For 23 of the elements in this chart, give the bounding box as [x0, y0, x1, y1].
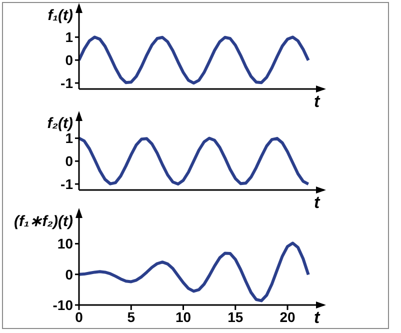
line-series	[79, 36, 310, 85]
x-axis-title: t	[314, 193, 320, 213]
y-tick-label: -1	[60, 176, 74, 192]
y-tick-label: 0	[65, 52, 74, 68]
y-tick-label: 1	[65, 130, 74, 146]
x-tick-label: 0	[75, 308, 84, 325]
y-tick-label: 0	[65, 266, 74, 282]
x-tick-label: 5	[127, 308, 136, 325]
x-axis-title: t	[314, 308, 320, 328]
y-axis-title: (f₁∗f₂)(t)	[14, 212, 73, 230]
x-tick-label: 10	[175, 308, 192, 325]
y-tick-label: 10	[57, 236, 74, 252]
y-tick-label: 0	[65, 153, 74, 170]
y-tick-label: -10	[52, 296, 74, 313]
x-tick-label: 15	[228, 308, 244, 325]
line-series	[79, 136, 310, 186]
line-series	[79, 242, 310, 302]
y-axis-title: f₁(t)	[48, 7, 73, 24]
y-tick-label: 1	[65, 29, 74, 46]
x-axis-title: t	[314, 92, 320, 112]
x-tick-label: 20	[280, 308, 296, 325]
y-axis-title: f₂(t)	[47, 115, 73, 132]
y-tick-label: -1	[60, 75, 74, 92]
